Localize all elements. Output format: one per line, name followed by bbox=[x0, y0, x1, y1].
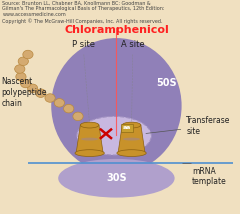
Text: Nascent
polypeptide
chain: Nascent polypeptide chain bbox=[1, 77, 47, 108]
Circle shape bbox=[64, 104, 74, 113]
Text: Chloramphenicol: Chloramphenicol bbox=[64, 25, 169, 34]
Circle shape bbox=[36, 89, 46, 97]
Circle shape bbox=[45, 94, 55, 102]
Text: A site: A site bbox=[121, 40, 144, 49]
Ellipse shape bbox=[123, 138, 140, 141]
FancyBboxPatch shape bbox=[121, 124, 133, 132]
Text: 50S: 50S bbox=[156, 77, 177, 88]
Polygon shape bbox=[76, 125, 103, 153]
Text: aa: aa bbox=[123, 125, 131, 131]
Circle shape bbox=[54, 99, 65, 107]
Ellipse shape bbox=[81, 138, 98, 141]
Circle shape bbox=[18, 57, 28, 65]
Ellipse shape bbox=[117, 150, 146, 156]
Ellipse shape bbox=[51, 38, 182, 173]
Text: 30S: 30S bbox=[106, 173, 127, 183]
Ellipse shape bbox=[75, 150, 104, 156]
Circle shape bbox=[23, 50, 33, 59]
Circle shape bbox=[15, 65, 25, 73]
Circle shape bbox=[27, 84, 38, 93]
Ellipse shape bbox=[122, 122, 141, 128]
Polygon shape bbox=[118, 125, 145, 153]
Circle shape bbox=[16, 73, 26, 81]
Ellipse shape bbox=[77, 116, 151, 155]
Text: Transferase
site: Transferase site bbox=[146, 116, 231, 136]
Ellipse shape bbox=[80, 122, 99, 128]
Text: Source: Brunton LL, Chabner BA, Knollmann BC: Goodman &
Gilman's The Pharmacolog: Source: Brunton LL, Chabner BA, Knollman… bbox=[2, 0, 165, 24]
Text: P site: P site bbox=[72, 40, 95, 49]
Circle shape bbox=[20, 79, 31, 88]
Circle shape bbox=[73, 112, 83, 121]
Ellipse shape bbox=[58, 159, 175, 198]
Text: mRNA
template: mRNA template bbox=[192, 167, 227, 186]
